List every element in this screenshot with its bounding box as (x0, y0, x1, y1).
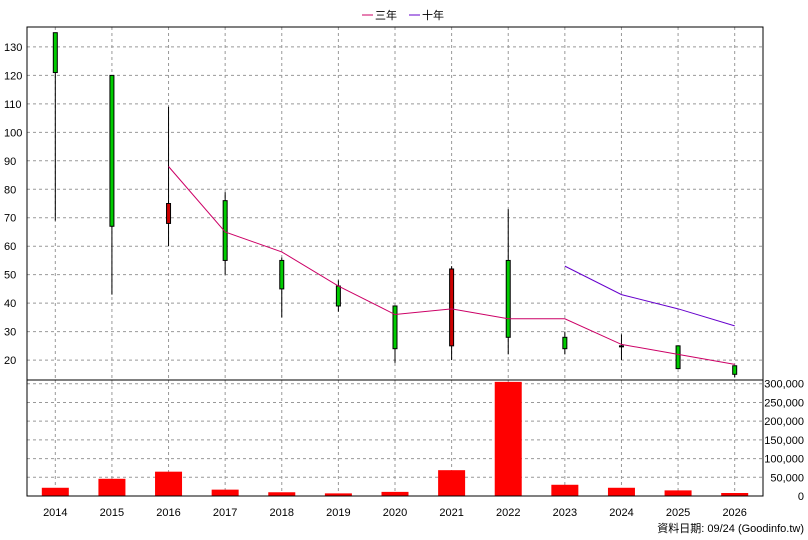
candle-body (109, 74, 115, 227)
volume-bar (41, 487, 69, 496)
candle-body (392, 305, 398, 350)
volume-plot-frame (26, 379, 764, 497)
x-tick-label: 2025 (666, 507, 690, 519)
volume-bar (494, 381, 522, 496)
volume-bar (324, 493, 352, 496)
x-tick-label: 2026 (722, 507, 746, 519)
price-tick-label: 60 (4, 241, 16, 253)
volume-axis: 0 50,000 100,000 150,000 200,000 250,000 300,0… (764, 379, 804, 503)
x-tick-label: 2023 (553, 507, 577, 519)
volume-tick-label: 250,000 (764, 397, 804, 409)
candle-body (166, 203, 172, 224)
x-tick-label: 2024 (609, 507, 633, 519)
volume-bar (721, 493, 749, 496)
legend-label-3yr: 三年 (375, 8, 397, 22)
legend-label-10yr: 十年 (422, 8, 444, 22)
volume-tick-label: 150,000 (764, 435, 804, 447)
price-tick-label: 20 (4, 355, 16, 367)
volume-grid (27, 380, 763, 497)
price-tick-label: 30 (4, 327, 16, 339)
price-tick-label: 120 (4, 70, 22, 82)
candle-body (732, 365, 738, 375)
candle-body (279, 259, 285, 290)
x-tick-label: 2015 (100, 507, 124, 519)
price-tick-label: 110 (4, 99, 22, 111)
source-note: 資料日期: 09/24 (Goodinfo.tw) (657, 521, 804, 535)
candle-body (449, 268, 455, 347)
volume-tick-label: 100,000 (764, 454, 804, 466)
x-axis: 2014 2015 2016 2017 2018 2019 2020 2021 2022 2023… (43, 507, 747, 519)
candle-body (505, 259, 511, 338)
series-line (168, 166, 735, 365)
candle-body (335, 285, 341, 307)
volume-bar (607, 487, 635, 496)
volume-tick-label: 300,000 (764, 379, 804, 391)
x-tick-label: 2022 (496, 507, 520, 519)
candle-body (52, 32, 58, 74)
series-line (564, 265, 735, 327)
volume-bar (268, 492, 296, 496)
x-tick-label: 2018 (270, 507, 294, 519)
candle-body (618, 345, 624, 348)
x-tick-label: 2020 (383, 507, 407, 519)
candle-body (222, 200, 228, 261)
ma-lines (168, 166, 735, 365)
x-tick-label: 2014 (43, 507, 67, 519)
volume-bar (98, 478, 126, 496)
volume-tick-label: 50,000 (770, 472, 804, 484)
x-tick-label: 2017 (213, 507, 237, 519)
price-tick-label: 80 (4, 184, 16, 196)
price-tick-label: 90 (4, 156, 16, 168)
volume-bar (438, 470, 466, 496)
candles (52, 32, 738, 378)
volume-tick-label: 200,000 (764, 416, 804, 428)
x-tick-label: 2021 (439, 507, 463, 519)
candle-body (675, 345, 681, 370)
x-tick-label: 2019 (326, 507, 350, 519)
volume-bars (41, 381, 749, 496)
volume-bar (551, 484, 579, 496)
volume-bar (155, 471, 183, 496)
price-tick-label: 50 (4, 270, 16, 282)
volume-bar (664, 490, 692, 496)
price-grid (27, 27, 763, 380)
x-tick-label: 2016 (156, 507, 180, 519)
candle-body (562, 336, 568, 350)
volume-bar (381, 491, 409, 496)
price-tick-label: 100 (4, 127, 22, 139)
legend: 三年 十年 (362, 8, 444, 22)
price-tick-label: 130 (4, 42, 22, 54)
price-axis: 20 30 40 50 60 70 80 90 100 110 120 130 (4, 42, 22, 367)
price-tick-label: 40 (4, 298, 16, 310)
price-tick-label: 70 (4, 213, 16, 225)
volume-tick-label: 0 (798, 491, 804, 503)
volume-bar (211, 489, 239, 496)
